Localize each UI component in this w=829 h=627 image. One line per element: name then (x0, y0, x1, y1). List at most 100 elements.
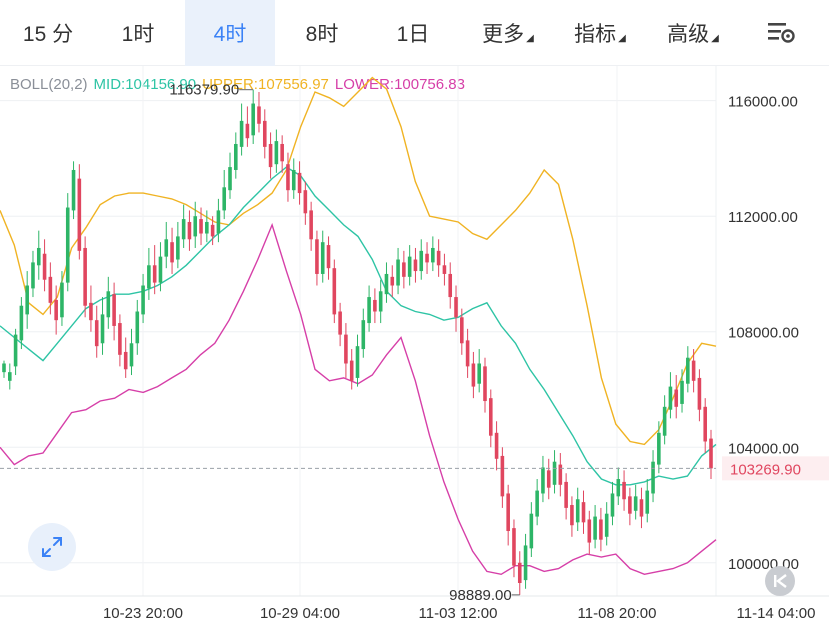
candle-0 (2, 360, 6, 378)
candle-64 (373, 288, 377, 324)
candle-body (257, 106, 261, 124)
candle-91 (529, 502, 534, 558)
fullscreen-button[interactable] (28, 523, 76, 571)
tab-indicators[interactable]: 指标 ◢ (574, 23, 626, 46)
candle-27 (158, 242, 163, 292)
candle-body (129, 343, 134, 367)
candle-78 (454, 285, 458, 332)
candle-body (512, 528, 516, 566)
candle-body (587, 519, 592, 543)
candle-body (674, 389, 679, 407)
candle-body (680, 380, 684, 404)
candle-body (13, 334, 18, 367)
candle-body (210, 224, 215, 237)
candlestick-chart[interactable]: 116379.90 98889.00 116000.00 112000.00 1080… (0, 66, 829, 627)
candle-body (425, 253, 429, 263)
candle-body (517, 562, 522, 584)
candle-body (402, 262, 406, 277)
candle-body (65, 207, 70, 283)
boll-legend: BOLL(20,2) MID:104156.90 UPPER:107556.97 LO… (10, 76, 471, 93)
candle-body (691, 360, 696, 381)
candle-46 (268, 132, 273, 179)
tab-1h[interactable]: 1时 (121, 23, 155, 46)
candle-body (564, 481, 568, 508)
candle-31 (181, 204, 186, 248)
candle-111 (645, 479, 650, 523)
tab-15m[interactable]: 15 分 (22, 23, 74, 46)
candle-40 (234, 132, 238, 179)
candle-93 (541, 455, 545, 503)
boll-upper-value: UPPER:107556.97 (202, 76, 329, 93)
candle-1 (7, 363, 12, 390)
candle-89 (517, 551, 522, 595)
boll-lower-value: LOWER:100756.83 (334, 76, 465, 93)
candle-61 (355, 334, 360, 387)
candle-7 (42, 239, 47, 292)
candle-body (431, 247, 435, 263)
candle-11 (65, 193, 70, 292)
candle-107 (622, 470, 626, 511)
candle-body (36, 247, 41, 266)
current-price-tag (722, 456, 829, 481)
candle-106 (616, 467, 621, 506)
candle-90 (523, 533, 528, 589)
candle-body (239, 120, 244, 147)
candle-5 (31, 250, 35, 298)
candle-115 (668, 372, 673, 419)
candle-body (100, 314, 105, 344)
candle-103 (599, 507, 603, 552)
candle-76 (442, 253, 447, 286)
candle-body (286, 164, 290, 191)
candle-body (384, 273, 389, 295)
tab-8h[interactable]: 8时 (305, 23, 339, 46)
candle-body (152, 265, 157, 283)
candle-67 (390, 265, 395, 298)
candle-73 (425, 242, 429, 274)
candle-body (199, 219, 203, 234)
candle-body (344, 334, 348, 364)
candle-body (83, 247, 87, 306)
candle-body (71, 169, 76, 211)
candle-body (216, 210, 221, 234)
candle-body (94, 320, 99, 347)
candle-body (326, 245, 331, 269)
candle-119 (691, 349, 696, 393)
price-overlays: 116379.90 98889.00 (0, 82, 716, 604)
candle-21 (123, 337, 128, 378)
candle-body (303, 190, 308, 214)
back-to-latest-button[interactable] (765, 566, 795, 596)
candle-70 (407, 245, 412, 286)
expand-arrows-icon (42, 537, 62, 557)
candle-body (500, 455, 505, 497)
candle-body (575, 499, 580, 523)
candle-55 (320, 230, 325, 283)
tab-1d[interactable]: 1日 (396, 23, 430, 46)
candle-8 (48, 262, 53, 315)
candle-body (483, 366, 487, 402)
tab-4h[interactable]: 4时 (185, 0, 275, 66)
candle-body (141, 285, 145, 315)
candle-39 (228, 152, 232, 199)
candle-88 (512, 519, 516, 578)
candle-99 (575, 487, 580, 532)
candle-47 (274, 129, 279, 173)
dropdown-triangle-icon: ◢ (526, 32, 534, 44)
candle-body (135, 311, 140, 344)
candle-120 (697, 369, 702, 422)
candle-body (599, 519, 603, 540)
candle-116 (674, 375, 679, 419)
candle-body (31, 262, 35, 289)
tab-advanced[interactable]: 高级 ◢ (667, 23, 719, 46)
candle-60 (349, 349, 354, 390)
candle-30 (176, 221, 180, 269)
candle-body (477, 363, 481, 384)
candle-75 (436, 239, 441, 277)
candle-body (454, 297, 458, 318)
candle-58 (338, 302, 342, 347)
candle-54 (315, 230, 319, 286)
candle-body (460, 317, 464, 344)
candle-body (413, 259, 418, 272)
chart-settings-icon[interactable] (766, 19, 798, 47)
tab-more[interactable]: 更多 ◢ (482, 23, 534, 46)
candle-body (407, 256, 412, 277)
